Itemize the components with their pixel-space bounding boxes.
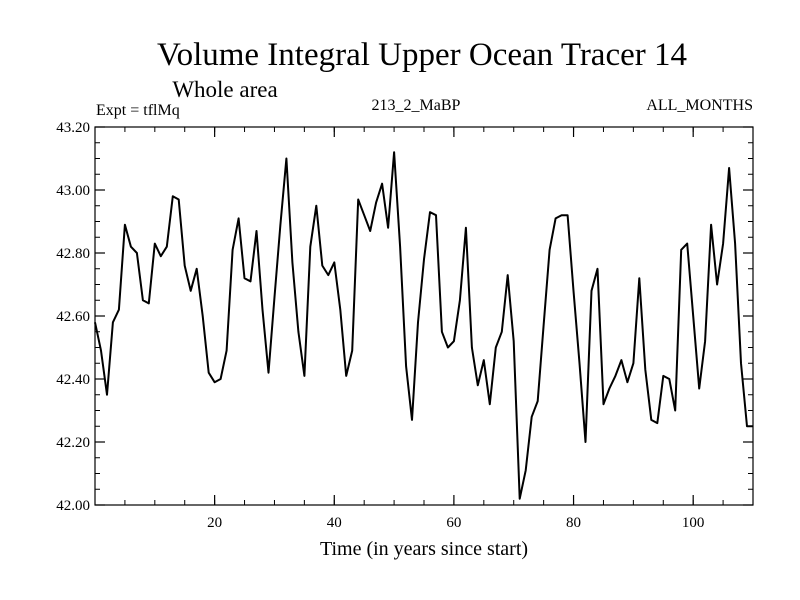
x-tick-label: 100 xyxy=(682,515,705,531)
y-tick-label: 43.20 xyxy=(56,120,90,136)
run-id-label: 213_2_MaBP xyxy=(372,97,461,114)
x-tick-label: 80 xyxy=(566,515,581,531)
x-tick-label: 20 xyxy=(207,515,222,531)
x-tick-label: 60 xyxy=(446,515,461,531)
chart-title: Volume Integral Upper Ocean Tracer 14 xyxy=(157,37,687,73)
y-tick-label: 42.80 xyxy=(56,246,90,262)
x-axis-label: Time (in years since start) xyxy=(320,538,528,560)
y-tick-label: 42.00 xyxy=(56,498,90,514)
y-tick-label: 42.20 xyxy=(56,435,90,451)
x-tick-label: 40 xyxy=(327,515,342,531)
chart-subtitle: Whole area xyxy=(172,77,277,102)
y-tick-label: 43.00 xyxy=(56,183,90,199)
plot-frame xyxy=(94,126,754,506)
data-series-line xyxy=(94,151,753,500)
y-tick-label: 42.40 xyxy=(56,372,90,388)
y-tick-label: 42.60 xyxy=(56,309,90,325)
months-label: ALL_MONTHS xyxy=(646,97,753,114)
experiment-label: Expt = tflMq xyxy=(96,102,180,119)
x-axis: 20 40 60 80 100 xyxy=(124,127,724,531)
